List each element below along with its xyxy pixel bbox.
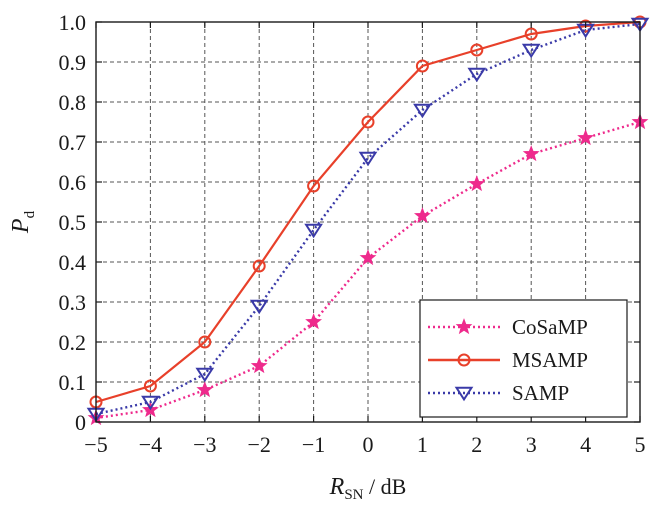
data-point-msamp xyxy=(307,179,321,193)
legend-label: SAMP xyxy=(512,381,569,405)
data-point-samp xyxy=(467,67,487,83)
y-tick-label: 0.9 xyxy=(59,50,87,75)
legend-item-msamp: MSAMP xyxy=(428,348,588,372)
x-tick-label: 5 xyxy=(635,432,646,457)
data-point-msamp xyxy=(143,379,157,393)
y-axis-label: Pd xyxy=(8,210,38,234)
y-tick-label: 0.1 xyxy=(59,370,87,395)
data-point-msamp xyxy=(361,115,375,129)
data-point-cosamp xyxy=(305,313,323,330)
x-tick-label: 4 xyxy=(580,432,591,457)
y-tick-label: 0.3 xyxy=(59,290,87,315)
x-tick-label: 3 xyxy=(526,432,537,457)
x-tick-label: −5 xyxy=(84,432,107,457)
y-tick-label: 0.6 xyxy=(59,170,87,195)
data-point-msamp xyxy=(415,59,429,73)
data-point-msamp xyxy=(524,27,538,41)
x-axis-label: RSN / dB xyxy=(329,474,407,503)
legend-marker xyxy=(454,386,474,402)
data-point-cosamp xyxy=(522,145,540,162)
data-point-msamp xyxy=(579,19,593,33)
legend-label: MSAMP xyxy=(512,348,588,372)
legend-marker xyxy=(455,318,473,335)
data-point-msamp xyxy=(470,43,484,57)
data-point-samp xyxy=(358,151,378,167)
series-line-samp xyxy=(95,22,641,416)
grid-lines xyxy=(96,22,640,422)
series-samp xyxy=(86,17,650,423)
y-tick-label: 0.2 xyxy=(59,330,87,355)
y-tick-label: 0 xyxy=(75,410,86,435)
x-tick-label: −1 xyxy=(302,432,325,457)
legend-item-samp: SAMP xyxy=(428,381,569,405)
legend: CoSaMP MSAMP SAMP xyxy=(419,299,628,418)
x-tick-label: 2 xyxy=(471,432,482,457)
legend-item-cosamp: CoSaMP xyxy=(428,315,588,339)
series-line-msamp xyxy=(95,20,641,404)
x-tick-label: −4 xyxy=(139,432,162,457)
data-point-samp xyxy=(521,43,541,59)
data-point-cosamp xyxy=(413,207,431,224)
data-point-cosamp xyxy=(196,381,214,398)
axis-ticks: −5 −4 −3 −2 −1 0 1 2 3 4 5 0 0.1 0.2 0.3 0.4 0.5 0.6 0.7 0.… xyxy=(59,10,646,457)
legend-label: CoSaMP xyxy=(512,315,588,339)
data-point-msamp xyxy=(198,335,212,349)
x-tick-label: −2 xyxy=(247,432,270,457)
x-tick-label: 1 xyxy=(417,432,428,457)
data-point-msamp xyxy=(252,259,266,273)
y-tick-label: 0.4 xyxy=(59,250,87,275)
legend-marker xyxy=(457,353,471,367)
data-point-samp xyxy=(195,367,215,383)
data-point-cosamp xyxy=(468,175,486,192)
data-point-samp xyxy=(141,395,160,411)
data-point-samp xyxy=(304,223,323,239)
y-tick-label: 0.7 xyxy=(59,130,87,155)
y-tick-label: 0.5 xyxy=(59,210,87,235)
data-point-samp xyxy=(413,103,432,119)
x-tick-label: −3 xyxy=(193,432,216,457)
data-point-cosamp xyxy=(359,249,377,266)
y-tick-label: 1.0 xyxy=(59,10,87,35)
x-tick-label: 0 xyxy=(363,432,374,457)
data-point-cosamp xyxy=(577,129,595,146)
data-point-samp xyxy=(249,299,269,315)
data-point-cosamp xyxy=(250,357,268,374)
data-point-samp xyxy=(630,17,650,33)
legend-box xyxy=(419,299,628,418)
y-tick-label: 0.8 xyxy=(59,90,87,115)
